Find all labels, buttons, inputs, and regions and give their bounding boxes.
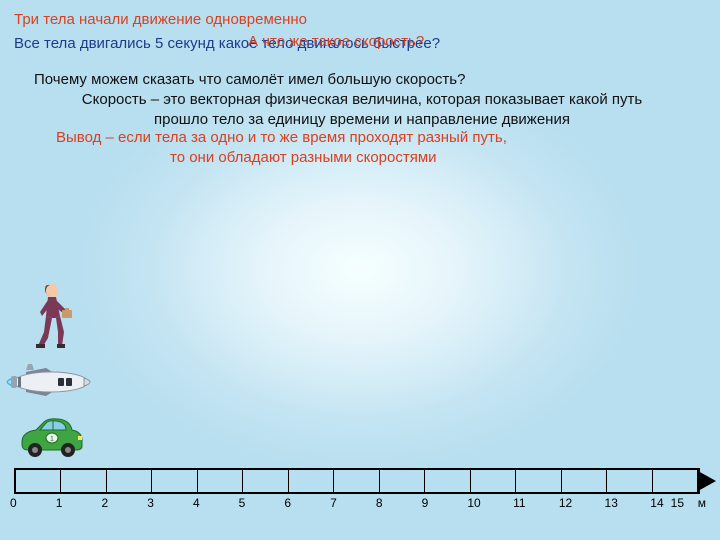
number-line-labels: 0 1 2 3 4 5 6 7 8 9 10 11 12 13 14 15 м bbox=[14, 496, 700, 510]
nl-cell bbox=[61, 470, 106, 492]
nl-label: 11 bbox=[513, 496, 559, 510]
nl-label: 9 bbox=[422, 496, 468, 510]
title-line-1: Три тела начали движение одновременно bbox=[14, 10, 307, 30]
nl-label: 1 bbox=[56, 496, 102, 510]
question-line-2: Почему можем сказать что самолёт имел бо… bbox=[34, 70, 465, 90]
nl-cell bbox=[516, 470, 561, 492]
number-line: 0 1 2 3 4 5 6 7 8 9 10 11 12 13 14 15 м bbox=[14, 468, 700, 510]
question-overlay: А что же такое скорость? bbox=[248, 32, 424, 52]
objects-column: 1 bbox=[6, 282, 96, 460]
arrow-right-icon bbox=[698, 471, 716, 491]
car-icon: 1 bbox=[16, 416, 86, 460]
nl-label: 6 bbox=[284, 496, 330, 510]
nl-label: 5 bbox=[239, 496, 285, 510]
nl-cell bbox=[334, 470, 379, 492]
nl-cell bbox=[243, 470, 288, 492]
nl-cell bbox=[607, 470, 652, 492]
nl-unit: м bbox=[698, 496, 706, 510]
nl-label: 12 bbox=[559, 496, 605, 510]
nl-cell bbox=[653, 470, 698, 492]
nl-cell bbox=[152, 470, 197, 492]
nl-cell bbox=[289, 470, 334, 492]
shuttle-icon bbox=[6, 360, 96, 408]
conclusion-line-2: то они обладают разными скоростями bbox=[170, 148, 437, 168]
nl-label: 2 bbox=[101, 496, 147, 510]
nl-label: 4 bbox=[193, 496, 239, 510]
person-icon bbox=[26, 282, 76, 352]
nl-cell bbox=[425, 470, 470, 492]
nl-cell bbox=[380, 470, 425, 492]
nl-label: 7 bbox=[330, 496, 376, 510]
conclusion-line-1: Вывод – если тела за одно и то же время … bbox=[56, 128, 507, 148]
nl-cell bbox=[107, 470, 152, 492]
nl-label: 13 bbox=[605, 496, 651, 510]
nl-label: 0 bbox=[10, 496, 56, 510]
nl-cell bbox=[16, 470, 61, 492]
nl-cell bbox=[562, 470, 607, 492]
nl-label: 10 bbox=[467, 496, 513, 510]
nl-label: 15 bbox=[671, 496, 684, 510]
nl-label: 3 bbox=[147, 496, 193, 510]
svg-text:1: 1 bbox=[50, 436, 54, 443]
number-line-grid bbox=[14, 468, 700, 494]
nl-cell bbox=[198, 470, 243, 492]
nl-cell bbox=[471, 470, 516, 492]
nl-label: 8 bbox=[376, 496, 422, 510]
definition-text: Скорость – это векторная физическая вели… bbox=[62, 90, 662, 129]
